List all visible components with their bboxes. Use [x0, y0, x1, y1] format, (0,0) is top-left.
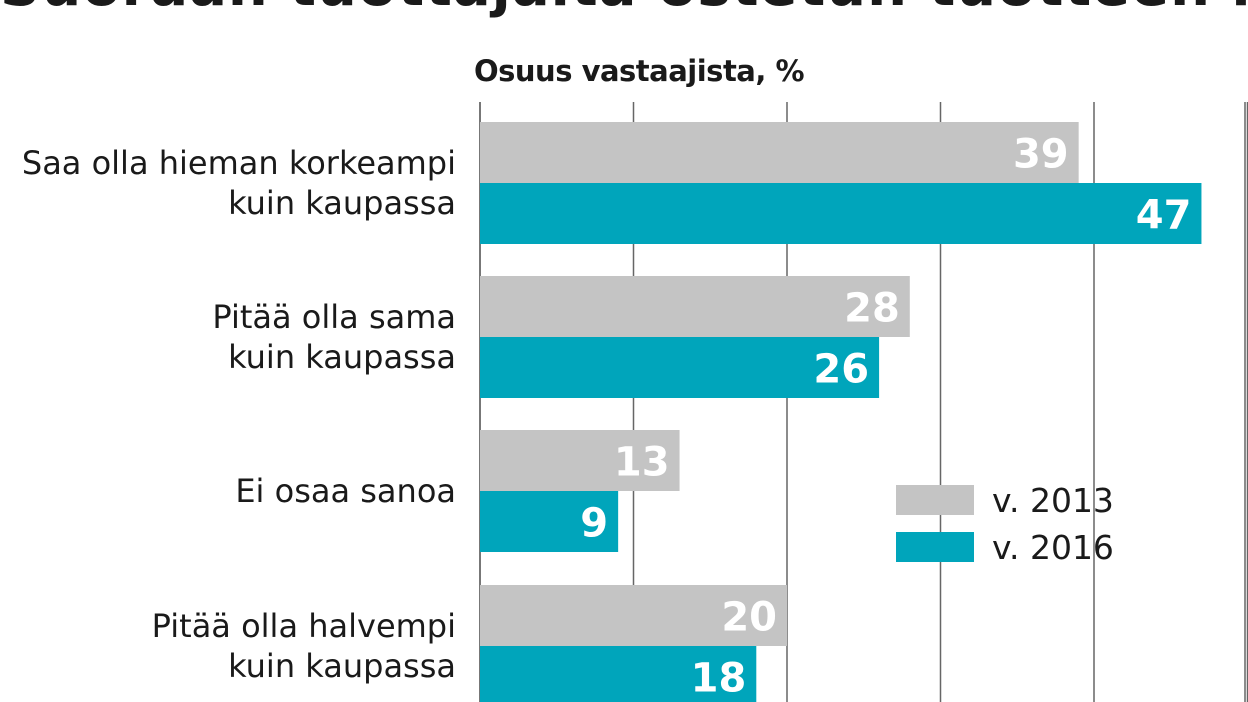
- bar-value-label: 39: [1013, 132, 1069, 178]
- legend-swatch: [896, 485, 974, 515]
- chart-subtitle: Osuus vastaajista, %: [474, 54, 805, 88]
- bar: [480, 491, 619, 552]
- bar-series: 39 47 28 26 139 20 18: [480, 122, 1202, 702]
- bar-value-label: 47: [1136, 193, 1192, 239]
- bar: [480, 337, 880, 398]
- bar-value-label: 20: [721, 595, 777, 641]
- bar-value-label: 18: [691, 656, 747, 702]
- legend-swatch: [896, 532, 974, 562]
- bar-value-label: 13: [614, 440, 670, 486]
- bar-value-label: 28: [844, 286, 900, 332]
- bar-value-label: 9: [580, 501, 608, 547]
- legend-label: v. 2013: [992, 481, 1114, 520]
- bar: [480, 646, 757, 702]
- category-label: kuin kaupassa: [228, 338, 456, 376]
- category-label: Pitää olla sama: [212, 298, 456, 336]
- category-label: Saa olla hieman korkeampi: [22, 144, 456, 182]
- category-label: kuin kaupassa: [228, 184, 456, 222]
- bar: [480, 183, 1202, 244]
- bar: [480, 122, 1079, 183]
- bar: [480, 585, 787, 646]
- bar: [480, 430, 680, 491]
- bar: [480, 276, 910, 337]
- category-label: kuin kaupassa: [228, 647, 456, 685]
- category-label: Ei osaa sanoa: [235, 472, 456, 510]
- legend-label: v. 2016: [992, 528, 1114, 567]
- legend: v. 2013 v. 2016: [896, 481, 1114, 567]
- bar-value-label: 26: [813, 347, 869, 393]
- chart-title: Suoraan tuottajalta ostetun tuotteen hin…: [0, 0, 1248, 19]
- category-label: Pitää olla halvempi: [152, 607, 456, 645]
